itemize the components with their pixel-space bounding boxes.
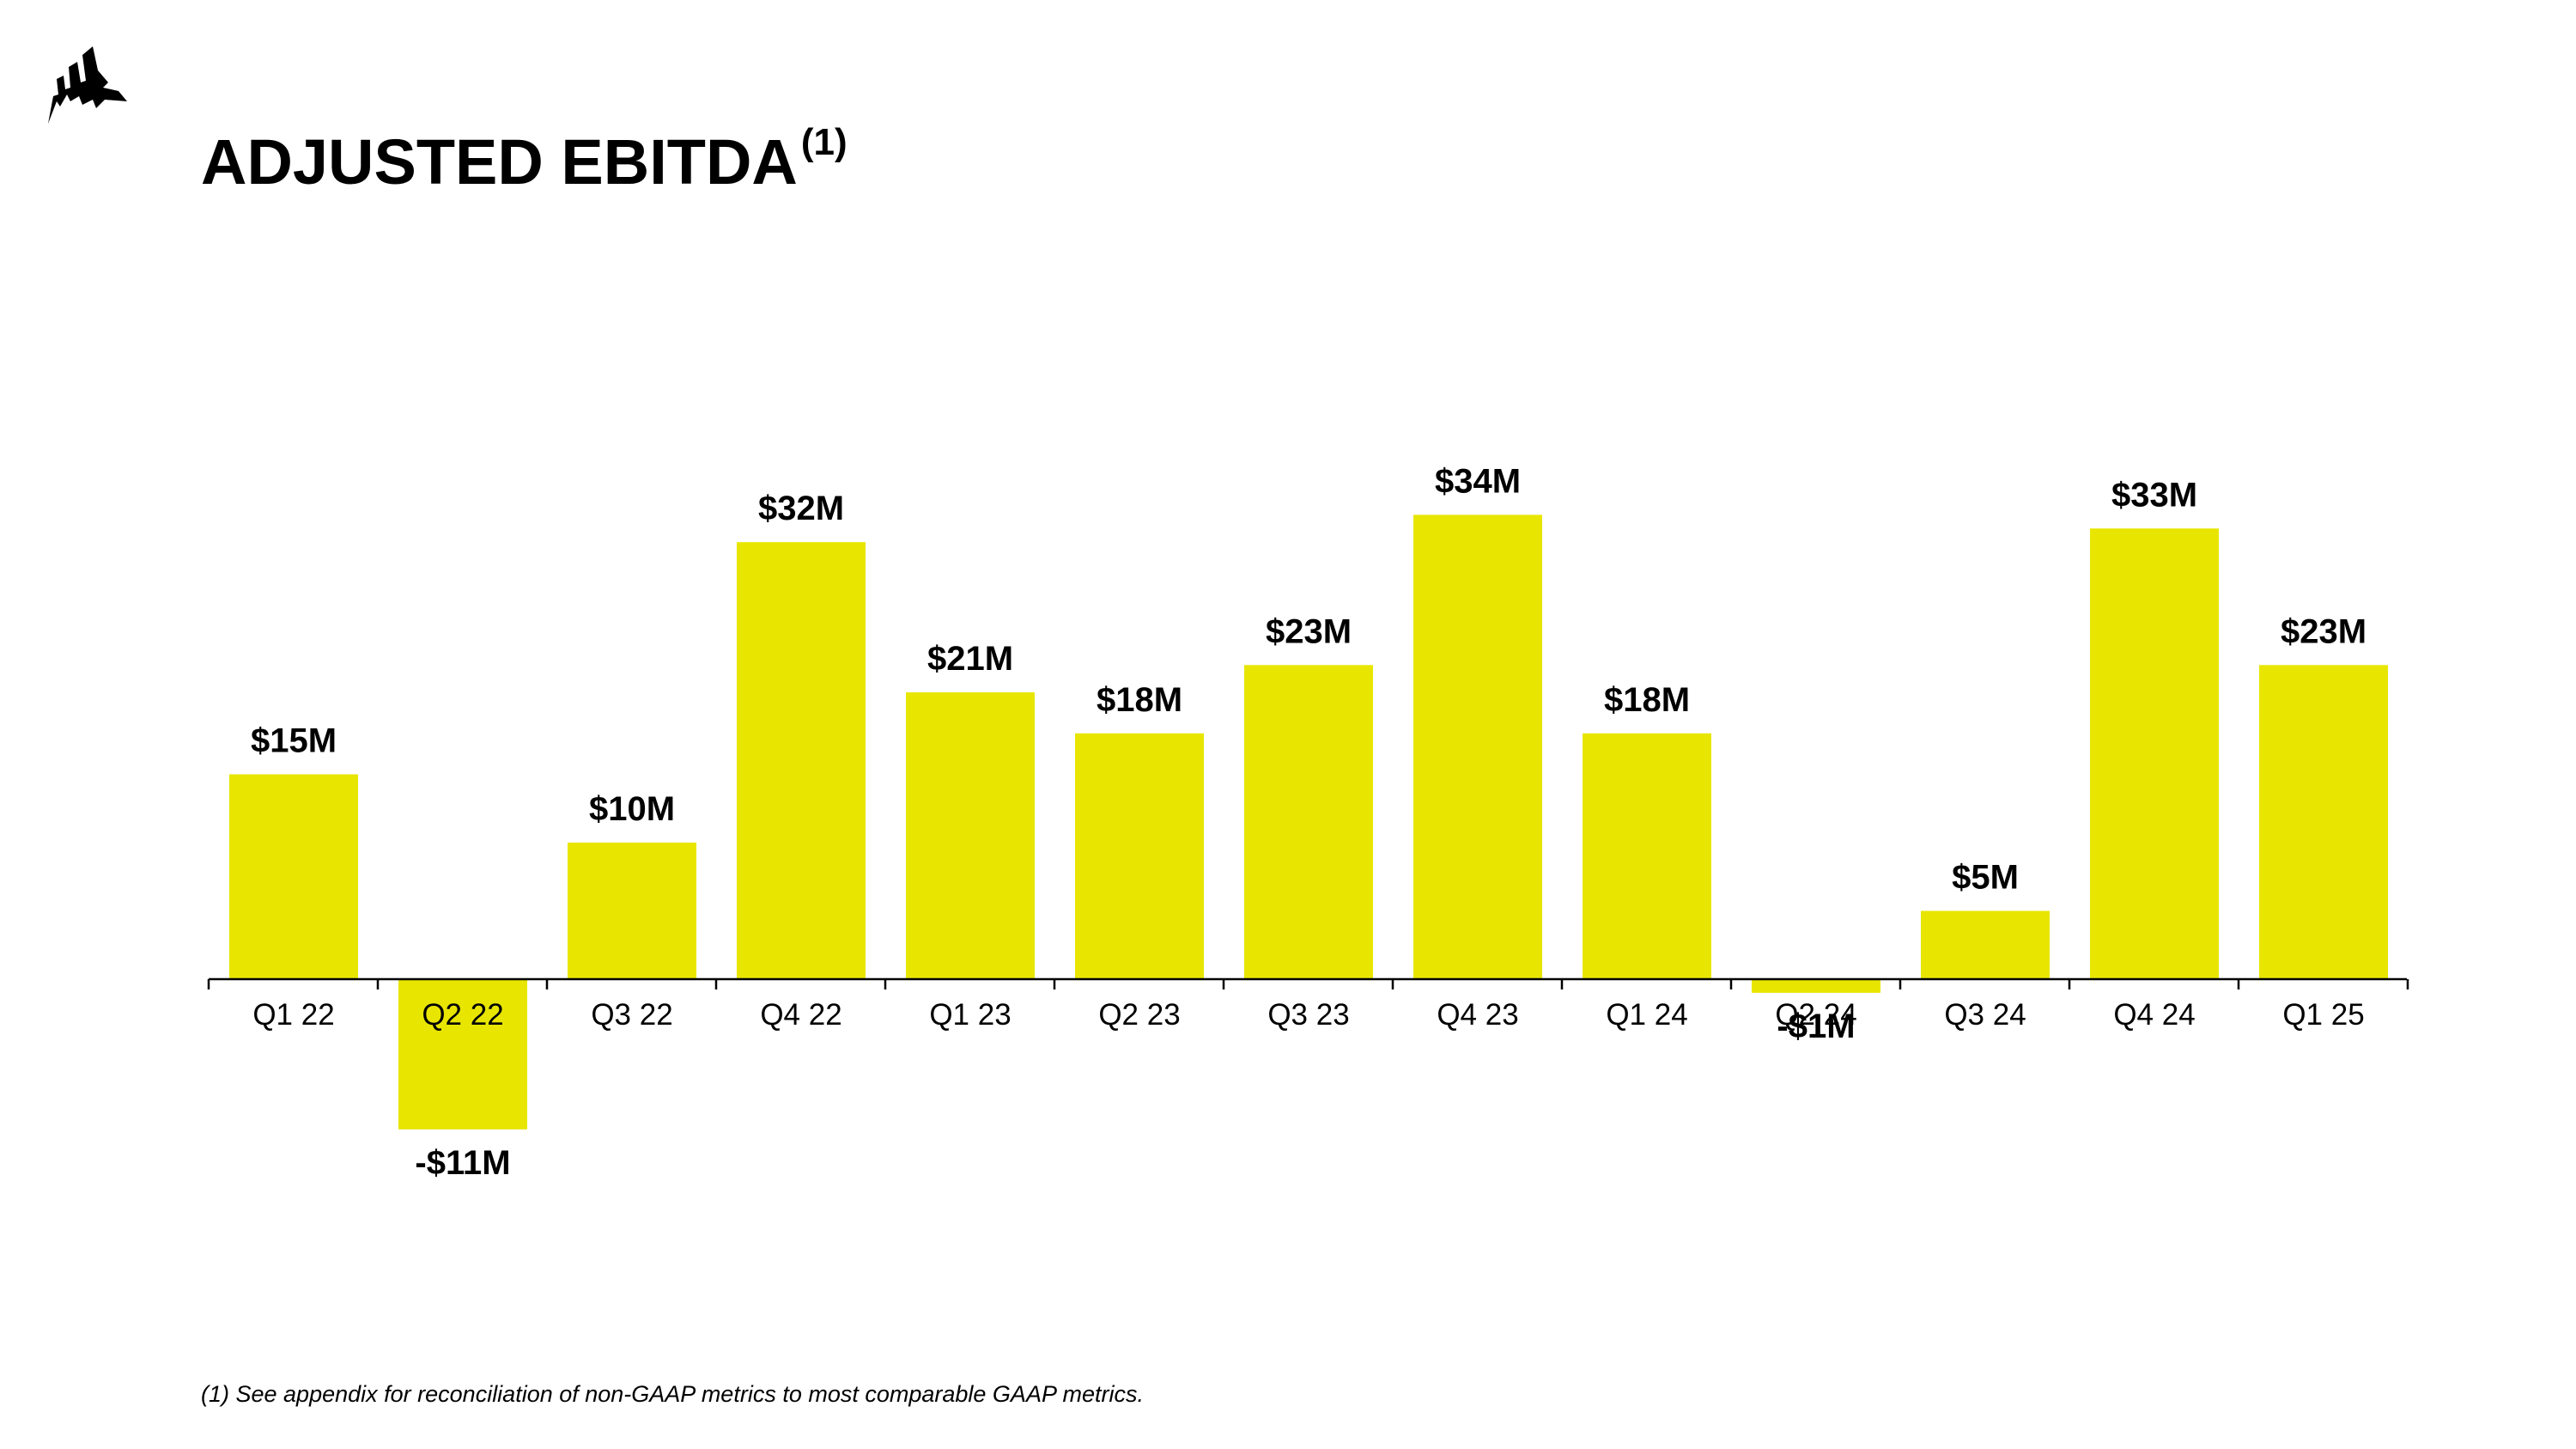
data-label: $23M [2281,612,2366,650]
data-label: $21M [927,640,1013,678]
data-label: $33M [2111,476,2197,514]
bar-q1-25 [2259,665,2388,979]
title-footnote-marker: (1) [800,121,848,163]
data-label: $15M [251,722,337,760]
bar-q4-22 [737,542,866,979]
bar-q1-24 [1583,733,1711,979]
x-tick-label: Q3 23 [1267,998,1349,1032]
data-label: $5M [1952,859,2019,897]
data-label: $10M [589,790,675,828]
data-label: $18M [1097,681,1182,719]
x-tick-label: Q2 24 [1775,998,1856,1032]
data-label: $18M [1604,681,1690,719]
data-label: $34M [1435,462,1521,500]
x-tick-label: Q2 23 [1098,998,1180,1032]
bar-q1-22 [229,774,358,979]
x-tick-label: Q1 22 [252,998,334,1032]
footnote: (1) See appendix for reconciliation of n… [201,1381,1144,1407]
bar-q3-23 [1244,665,1373,979]
x-tick-label: Q1 25 [2282,998,2364,1032]
x-tick-label: Q4 23 [1437,998,1518,1032]
bar-q2-24 [1752,979,1880,993]
x-tick-label: Q4 22 [760,998,841,1032]
x-tick-label: Q1 23 [929,998,1011,1032]
data-label: $32M [758,490,844,527]
x-tick-label: Q3 24 [1944,998,2026,1032]
data-label: -$11M [415,1144,510,1182]
bar-q4-23 [1413,514,1542,979]
x-tick-label: Q1 24 [1606,998,1687,1032]
x-tick-label: Q3 22 [591,998,672,1032]
data-label: $23M [1266,612,1352,650]
bar-q1-23 [906,692,1035,979]
x-tick-label: Q2 22 [422,998,503,1032]
bar-q4-24 [2090,528,2219,979]
title-text: ADJUSTED EBITDA [201,126,798,198]
sail-logo-icon [48,46,127,124]
bar-q3-22 [568,843,696,979]
bar-q2-22 [398,979,527,1129]
page-title: ADJUSTED EBITDA(1) [201,124,848,194]
bar-q2-23 [1075,733,1204,979]
x-tick-label: Q4 24 [2113,998,2195,1032]
bar-q3-24 [1921,910,2050,979]
data-label: -$1M [1777,1008,1855,1045]
